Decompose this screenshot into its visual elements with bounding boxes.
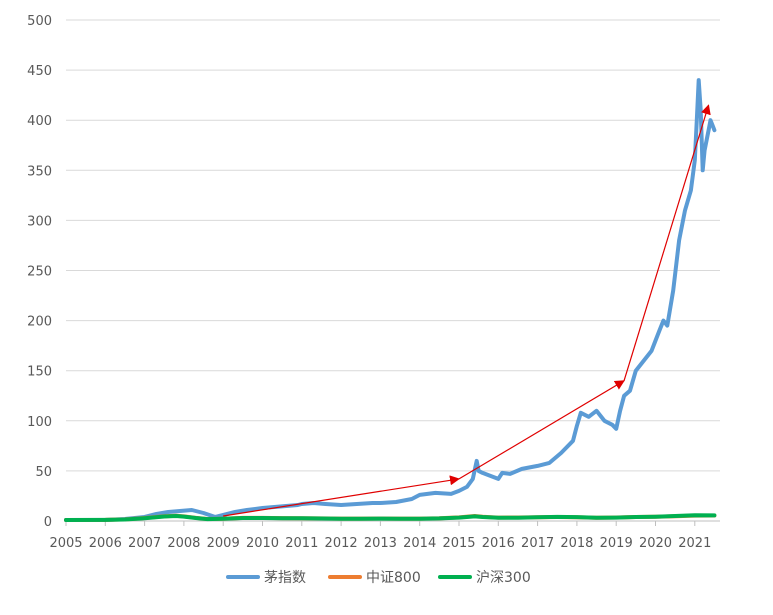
x-tick-label: 2017 — [521, 536, 554, 551]
x-tick-label: 2020 — [639, 536, 672, 551]
y-tick-label: 250 — [27, 265, 52, 280]
x-tick-label: 2016 — [482, 536, 515, 551]
trend-arrow-2 — [623, 104, 711, 381]
x-tick-label: 2018 — [560, 536, 593, 551]
series-line-2 — [64, 513, 717, 522]
legend: 茅指数 中证800 沪深300 — [226, 570, 531, 586]
y-tick-label: 300 — [27, 214, 52, 229]
annotation-layer — [223, 104, 711, 517]
legend-label-2: 沪深300 — [476, 570, 531, 586]
y-tick-label: 200 — [27, 315, 52, 330]
x-tick-label: 2007 — [128, 536, 161, 551]
x-tick-label: 2021 — [678, 536, 711, 551]
x-tick-label: 2006 — [89, 536, 122, 551]
y-tick-label: 500 — [27, 14, 52, 29]
y-tick-label: 350 — [27, 164, 52, 179]
x-tick-label: 2010 — [246, 536, 279, 551]
legend-label-1: 中证800 — [366, 570, 421, 586]
y-tick-label: 50 — [35, 465, 52, 480]
y-tick-label: 100 — [27, 415, 52, 430]
y-tick-label: 450 — [27, 64, 52, 79]
y-axis: 0 50 100 150 200 250 300 350 400 450 500 — [27, 14, 52, 530]
x-tick-label: 2008 — [167, 536, 200, 551]
y-tick-label: 150 — [27, 365, 52, 380]
x-tick-label: 2011 — [285, 536, 318, 551]
x-axis: 2005 2006 2007 2008 2009 2010 2011 2012 2013 2014… — [49, 521, 711, 551]
legend-label-0: 茅指数 — [264, 570, 306, 586]
x-tick-label: 2009 — [207, 536, 240, 551]
x-tick-label: 2012 — [325, 536, 358, 551]
series-layer — [64, 78, 717, 522]
x-tick-label: 2015 — [442, 536, 475, 551]
y-tick-label: 0 — [44, 515, 52, 530]
x-tick-label: 2014 — [403, 536, 436, 551]
x-tick-label: 2005 — [49, 536, 82, 551]
y-tick-label: 400 — [27, 114, 52, 129]
x-tick-label: 2019 — [600, 536, 633, 551]
trend-arrow-1 — [458, 380, 625, 480]
x-tick-label: 2013 — [364, 536, 397, 551]
series-line-0 — [64, 78, 717, 522]
trend-arrow-0 — [223, 475, 460, 517]
gridlines — [66, 19, 720, 522]
